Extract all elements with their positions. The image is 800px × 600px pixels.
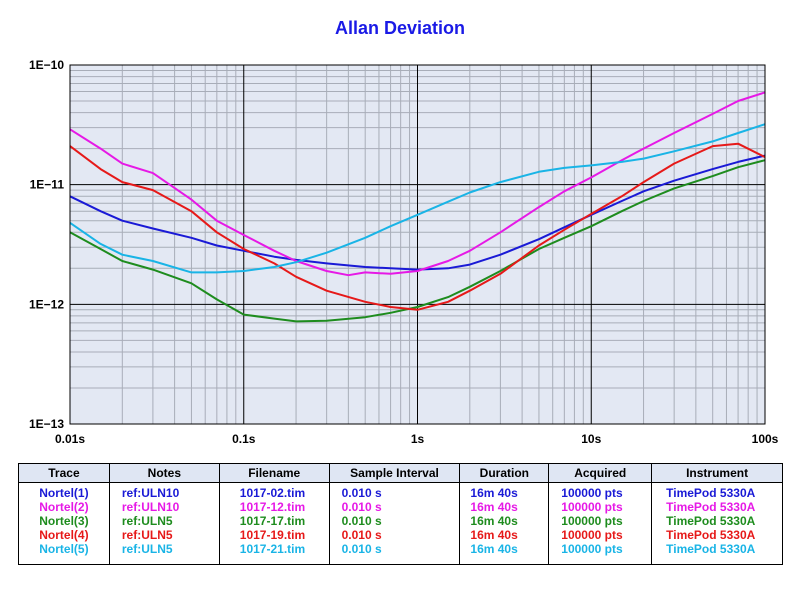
- legend-cell-trace: Nortel(4): [18, 528, 110, 542]
- y-tick-label: 1E−11: [30, 178, 65, 192]
- header-trace: Trace: [18, 463, 110, 483]
- series-layer: [69, 91, 766, 323]
- legend-cell-notes: ref:ULN10: [108, 482, 220, 500]
- series-line-nortel-2: [69, 91, 766, 277]
- y-tick-label: 1E−13: [29, 417, 64, 431]
- x-tick-labels: 0.01s 0.1s 1s 10s 100s: [55, 432, 779, 446]
- series-line-nortel-3: [69, 159, 766, 323]
- legend-cell-duration: 16m 40s: [459, 482, 550, 500]
- legend-filler-cell: [218, 556, 330, 565]
- legend-filler-cell: [548, 556, 653, 565]
- x-tick-label: 100s: [752, 432, 779, 446]
- y-tick-labels: 1E−10 1E−11 1E−12 1E−13: [29, 58, 64, 431]
- legend-filler-row: [18, 556, 783, 565]
- legend-cell-instrument: TimePod 5330A: [651, 514, 783, 528]
- legend-cell-sample-interval: 0.010 s: [328, 500, 461, 514]
- legend-filler-cell: [651, 556, 783, 565]
- legend-cell-notes: ref:ULN5: [108, 528, 220, 542]
- legend-cell-sample-interval: 0.010 s: [328, 528, 461, 542]
- legend-cell-notes: ref:ULN10: [108, 500, 220, 514]
- x-tick-label: 10s: [581, 432, 601, 446]
- legend-cell-notes: ref:ULN5: [108, 542, 220, 556]
- x-tick-label: 0.01s: [55, 432, 85, 446]
- legend-row: Nortel(4) ref:ULN5 1017-19.tim 0.010 s 16m 4…: [18, 528, 783, 542]
- legend-cell-acquired: 100000 pts: [548, 514, 653, 528]
- legend-cell-instrument: TimePod 5330A: [651, 528, 783, 542]
- legend-cell-sample-interval: 0.010 s: [328, 514, 461, 528]
- legend-cell-trace: Nortel(1): [18, 482, 110, 500]
- x-tick-label: 1s: [411, 432, 425, 446]
- legend-cell-acquired: 100000 pts: [548, 528, 653, 542]
- legend-filler-cell: [18, 556, 110, 565]
- header-duration: Duration: [459, 463, 550, 483]
- legend-cell-filename: 1017-12.tim: [218, 500, 330, 514]
- legend-cell-trace: Nortel(2): [18, 500, 110, 514]
- header-filename: Filename: [218, 463, 330, 483]
- legend-cell-filename: 1017-02.tim: [218, 482, 330, 500]
- legend-row: Nortel(2) ref:ULN10 1017-12.tim 0.010 s 16m …: [18, 500, 783, 514]
- legend-cell-duration: 16m 40s: [459, 500, 550, 514]
- legend-row: Nortel(3) ref:ULN5 1017-17.tim 0.010 s 16m 4…: [18, 514, 783, 528]
- series-line-nortel-1: [69, 154, 766, 271]
- legend-header-row: Trace Notes Filename Sample Interval Dur…: [18, 463, 783, 483]
- legend-cell-sample-interval: 0.010 s: [328, 542, 461, 556]
- legend-cell-sample-interval: 0.010 s: [328, 482, 461, 500]
- legend-cell-filename: 1017-21.tim: [218, 542, 330, 556]
- y-tick-label: 1E−12: [29, 297, 64, 311]
- legend-row: Nortel(1) ref:ULN10 1017-02.tim 0.010 s 16m …: [18, 482, 783, 500]
- legend-filler-cell: [459, 556, 550, 565]
- trace-legend-table: Trace Notes Filename Sample Interval Dur…: [18, 463, 783, 565]
- header-acquired: Acquired: [548, 463, 653, 483]
- series-line-nortel-4: [69, 142, 766, 311]
- legend-filler-cell: [328, 556, 461, 565]
- header-instrument: Instrument: [651, 463, 783, 483]
- x-tick-label: 0.1s: [232, 432, 256, 446]
- legend-cell-trace: Nortel(3): [18, 514, 110, 528]
- legend-cell-notes: ref:ULN5: [108, 514, 220, 528]
- header-notes: Notes: [108, 463, 220, 483]
- legend-cell-acquired: 100000 pts: [548, 542, 653, 556]
- legend-cell-filename: 1017-19.tim: [218, 528, 330, 542]
- legend-cell-duration: 16m 40s: [459, 528, 550, 542]
- legend-cell-duration: 16m 40s: [459, 542, 550, 556]
- legend-cell-filename: 1017-17.tim: [218, 514, 330, 528]
- legend-cell-duration: 16m 40s: [459, 514, 550, 528]
- legend-cell-instrument: TimePod 5330A: [651, 500, 783, 514]
- y-tick-label: 1E−10: [29, 58, 64, 72]
- legend-cell-instrument: TimePod 5330A: [651, 482, 783, 500]
- header-sample-interval: Sample Interval: [328, 463, 461, 483]
- chart-title: Allan Deviation: [334, 18, 466, 38]
- legend-filler-cell: [108, 556, 220, 565]
- plot-frame: [69, 64, 766, 425]
- legend-cell-instrument: TimePod 5330A: [651, 542, 783, 556]
- legend-cell-acquired: 100000 pts: [548, 500, 653, 514]
- allan-deviation-plot: 0.01s 0.1s 1s 10s 100s 1E−10 1E−11 1E−12 1E−13: [29, 58, 779, 446]
- legend-cell-acquired: 100000 pts: [548, 482, 653, 500]
- series-line-nortel-5: [69, 123, 766, 274]
- legend-cell-trace: Nortel(5): [18, 542, 110, 556]
- legend-row: Nortel(5) ref:ULN5 1017-21.tim 0.010 s 16m 4…: [18, 542, 783, 556]
